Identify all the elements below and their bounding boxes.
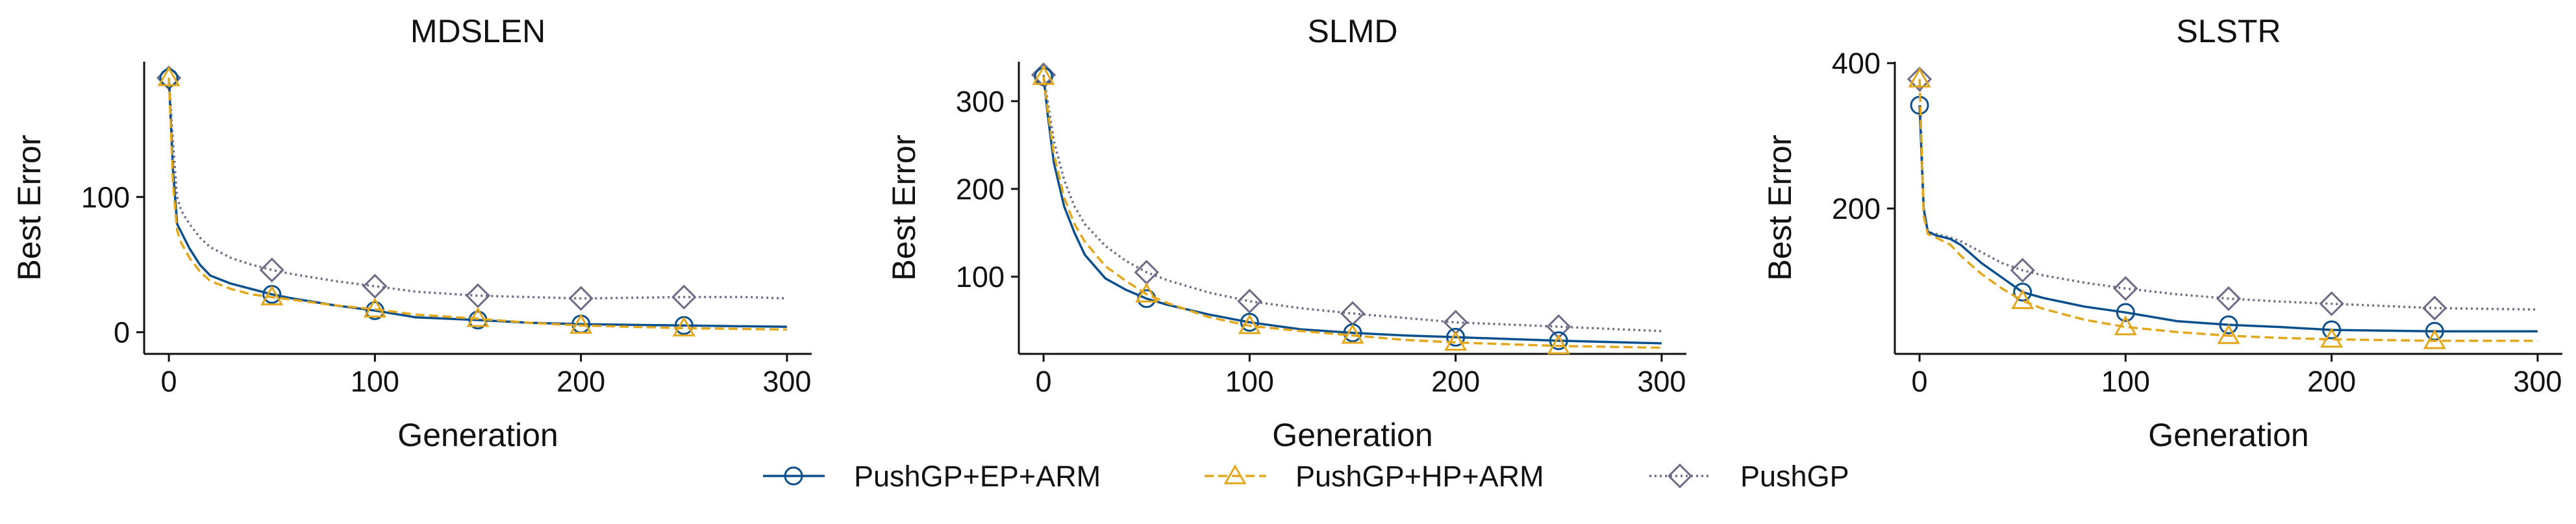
y-tick-label: 200 [956, 173, 1005, 206]
x-tick-label: 0 [161, 365, 177, 398]
x-tick-label: 0 [1036, 365, 1052, 398]
series-marker-triangle [1032, 64, 1055, 85]
series-marker-circle [2219, 315, 2238, 334]
y-tick-label: 100 [81, 181, 130, 214]
y-tick-label: 100 [956, 260, 1005, 293]
series-marker-triangle [1908, 67, 1931, 88]
series-marker-diamond [1907, 66, 1932, 92]
series-marker-diamond [259, 257, 284, 282]
series-marker-triangle [1238, 314, 1261, 334]
series-marker-diamond [2422, 295, 2447, 321]
series-marker-triangle [260, 285, 284, 306]
chart-panel-slstr: SLSTR 0 100 200 300 200 400 Generation Best Erro… [1762, 13, 2562, 453]
series-line-triangle [168, 77, 787, 331]
series-marker-triangle [2217, 323, 2240, 344]
series-line-diamond [1042, 75, 1662, 332]
series-marker-triangle [2320, 327, 2344, 348]
legend-marker-diamond [1667, 463, 1693, 489]
x-tick-label: 300 [2513, 365, 2562, 398]
series-marker-triangle [363, 297, 386, 318]
series-marker-triangle [2011, 289, 2034, 310]
legend-label: PushGP+EP+ARM [854, 460, 1101, 493]
chart-panel-slmd: SLMD 0 100 200 300 100 200 300 Generation Best Er… [886, 13, 1686, 453]
series-marker-triangle [1547, 334, 1570, 355]
y-axis-label: Best Error [1762, 134, 1798, 281]
series-marker-circle [2322, 320, 2342, 340]
series-marker-circle [2116, 303, 2135, 322]
x-axis-label: Generation [397, 417, 558, 453]
series-marker-diamond [465, 283, 491, 308]
x-tick-label: 300 [1637, 365, 1686, 398]
y-tick-label: 0 [114, 316, 130, 349]
x-tick-label: 200 [2307, 365, 2356, 398]
series-marker-diamond [568, 286, 594, 311]
x-axis-label: Generation [1272, 417, 1432, 453]
series-marker-diamond [671, 284, 697, 310]
chart-title: SLMD [1308, 13, 1398, 49]
series-marker-triangle [157, 66, 181, 86]
series-marker-triangle [672, 316, 695, 337]
series-line-triangle [1918, 79, 2538, 342]
series-marker-diamond [2113, 276, 2138, 301]
series-marker-triangle [2423, 329, 2446, 349]
series-marker-circle [1446, 327, 1466, 347]
series-marker-diamond [362, 273, 388, 299]
y-axis-label: Best Error [11, 134, 47, 281]
series-marker-diamond [2319, 291, 2344, 316]
y-tick-label: 200 [1832, 192, 1881, 225]
legend-label: PushGP+HP+ARM [1295, 460, 1544, 493]
series-marker-triangle [569, 314, 593, 334]
series-marker-circle [1240, 312, 1259, 332]
chart-title: MDSLEN [410, 13, 545, 49]
series-line-diamond [168, 77, 787, 300]
x-tick-label: 0 [1912, 365, 1928, 398]
series-marker-triangle [2114, 315, 2137, 336]
x-tick-label: 100 [2101, 365, 2150, 398]
series-marker-triangle [1444, 331, 1468, 351]
series-marker-triangle [466, 306, 490, 327]
y-axis-label: Best Error [886, 134, 922, 281]
legend-marker-triangle [1223, 464, 1247, 484]
y-tick-label: 300 [956, 85, 1005, 118]
series-marker-diamond [2216, 286, 2242, 312]
legend-marker-circle [784, 466, 803, 486]
x-tick-label: 200 [1431, 365, 1480, 398]
series-line-circle [168, 77, 787, 329]
series-marker-diamond [1237, 288, 1262, 314]
series-line-diamond [1918, 79, 2538, 311]
chart-title: SLSTR [2176, 13, 2281, 49]
x-tick-label: 100 [1225, 365, 1274, 398]
series-marker-circle [2013, 282, 2032, 302]
series-line-triangle [1042, 76, 1662, 349]
series-line-circle [1918, 105, 2538, 333]
x-tick-label: 200 [556, 365, 605, 398]
x-axis-label: Generation [2148, 417, 2308, 453]
chart-panel-mdslen: MDSLEN 0 100 200 300 0 100 Generation Best Error [11, 13, 812, 453]
series-marker-triangle [1135, 282, 1158, 303]
series-marker-circle [1549, 331, 1568, 351]
y-tick-label: 400 [1832, 47, 1881, 80]
legend-label: PushGP [1740, 460, 1849, 493]
x-tick-label: 300 [762, 365, 811, 398]
legend: PushGP+EP+ARM PushGP+HP+ARM PushGP [763, 460, 1849, 493]
series-marker-triangle [1341, 323, 1364, 344]
series-marker-diamond [2010, 258, 2035, 283]
x-tick-label: 100 [351, 365, 399, 398]
